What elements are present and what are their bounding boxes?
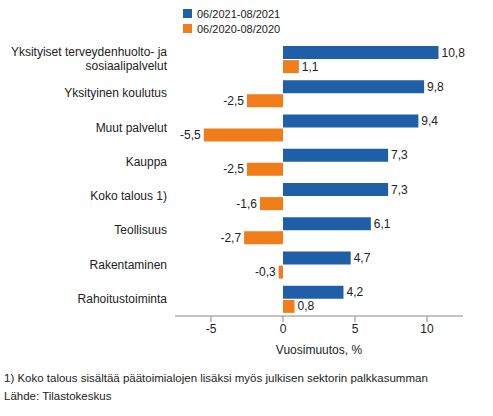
svg-text:0,8: 0,8 bbox=[298, 299, 315, 313]
html-text:Lähde: Tilastokeskus: Lähde: Tilastokeskus bbox=[4, 390, 112, 402]
html-text:06/2021-08/2021: 06/2021-08/2021 bbox=[197, 7, 281, 20]
svg-text:10: 10 bbox=[420, 322, 434, 336]
svg-text:0: 0 bbox=[280, 322, 287, 336]
svg-text:9,8: 9,8 bbox=[427, 80, 444, 94]
svg-text:5: 5 bbox=[352, 322, 359, 336]
svg-text:-5,5: -5,5 bbox=[180, 128, 201, 142]
svg-text:-2,5: -2,5 bbox=[223, 162, 244, 176]
svg-text:6,1: 6,1 bbox=[374, 217, 391, 231]
html-text:1) Koko talous sisältää päätoi: 1) Koko talous sisältää päätoimialojen l… bbox=[4, 372, 428, 384]
svg-text:7,3: 7,3 bbox=[391, 183, 408, 197]
svg-text:-5: -5 bbox=[206, 322, 217, 336]
svg-text:Rakentaminen: Rakentaminen bbox=[90, 258, 167, 272]
svg-text:Teollisuus: Teollisuus bbox=[114, 223, 167, 237]
svg-text:4,7: 4,7 bbox=[354, 251, 371, 265]
svg-text:Rahoitustoiminta: Rahoitustoiminta bbox=[78, 292, 168, 306]
svg-text:Yksityiset terveydenhuolto- ja: Yksityiset terveydenhuolto- jasosiaalipa… bbox=[11, 45, 168, 73]
svg-text:Vuosimuutos, %: Vuosimuutos, % bbox=[276, 343, 363, 357]
svg-text:-2,7: -2,7 bbox=[220, 231, 241, 245]
html-text:06/2020-08/2020: 06/2020-08/2020 bbox=[197, 22, 281, 35]
svg-text:10,8: 10,8 bbox=[442, 46, 466, 60]
svg-text:4,2: 4,2 bbox=[346, 285, 363, 299]
svg-text:-2,5: -2,5 bbox=[223, 94, 244, 108]
svg-text:9,4: 9,4 bbox=[421, 114, 438, 128]
svg-text:1,1: 1,1 bbox=[302, 60, 319, 74]
svg-text:-1,6: -1,6 bbox=[236, 197, 257, 211]
svg-text:Kauppa: Kauppa bbox=[126, 155, 168, 169]
svg-text:Koko talous 1): Koko talous 1) bbox=[90, 189, 167, 203]
svg-text:Muut palvelut: Muut palvelut bbox=[96, 121, 168, 135]
svg-text:Yksityinen koulutus: Yksityinen koulutus bbox=[64, 86, 167, 100]
svg-text:-0,3: -0,3 bbox=[255, 265, 276, 279]
svg-text:7,3: 7,3 bbox=[391, 148, 408, 162]
